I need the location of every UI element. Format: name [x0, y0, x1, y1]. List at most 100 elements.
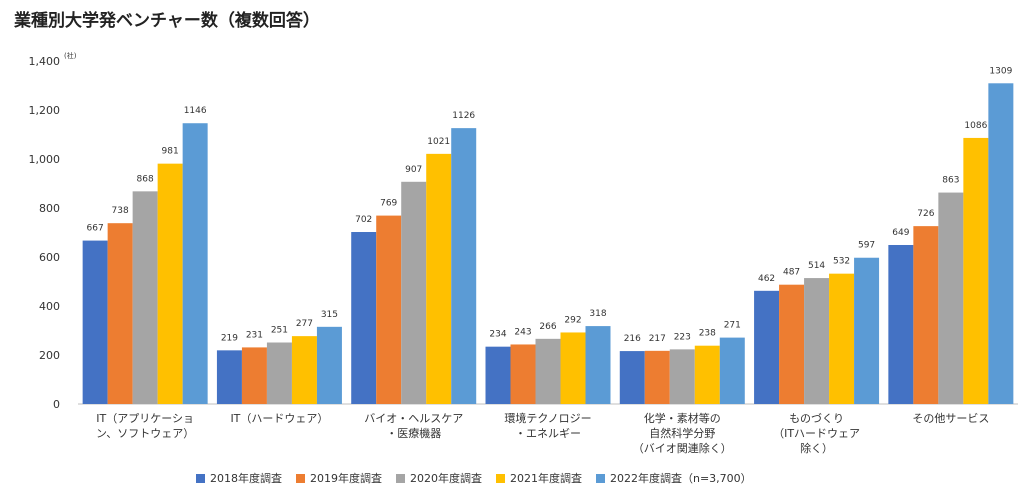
bar — [182, 123, 208, 404]
legend-swatch — [496, 473, 505, 483]
x-tick-label: バイオ・ヘルスケア — [364, 412, 463, 425]
x-tick-label: （ITハードウェア — [773, 427, 860, 440]
data-label: 223 — [674, 332, 691, 342]
legend-label: 2020年度調査 — [410, 472, 482, 485]
x-tick-label: IT（ハードウェア） — [230, 412, 328, 425]
y-tick-label: 800 — [39, 202, 60, 215]
bar — [829, 273, 855, 404]
y-tick-label: 1,200 — [29, 104, 61, 117]
data-label: 216 — [624, 334, 641, 344]
bar — [316, 326, 342, 404]
data-label: 231 — [246, 330, 263, 340]
bar — [804, 278, 830, 404]
bar — [216, 350, 242, 404]
data-label: 462 — [758, 274, 775, 284]
data-label: 1021 — [427, 137, 450, 147]
bar-chart: 0 200 400 600 800 1,000 1,200 1,400 (社) 667 738 868… — [29, 51, 1018, 455]
legend-swatch — [396, 473, 405, 483]
data-label: 251 — [271, 326, 288, 336]
y-tick-label: 600 — [39, 251, 60, 264]
bar — [963, 137, 989, 404]
data-label: 292 — [564, 315, 581, 325]
bar — [854, 257, 880, 404]
x-tick-label: 自然科学分野 — [649, 426, 715, 440]
data-label: 702 — [355, 215, 372, 225]
bar — [619, 351, 645, 404]
bar — [426, 153, 452, 404]
legend-item: 2021年度調査 — [496, 470, 582, 486]
bar — [938, 192, 964, 404]
data-label: 1086 — [964, 121, 987, 131]
data-label: 863 — [942, 176, 959, 186]
y-unit-label: (社) — [64, 51, 77, 60]
bar — [669, 349, 695, 404]
data-label: 315 — [321, 310, 338, 320]
bar — [644, 350, 670, 404]
x-tick-label: IT（アプリケーショ — [96, 412, 194, 425]
data-label: 487 — [783, 268, 800, 278]
legend-item: 2020年度調査 — [396, 470, 482, 486]
bar — [585, 326, 611, 404]
data-label: 238 — [699, 329, 716, 339]
x-tick-label: 化学・素材等の — [644, 411, 721, 425]
bar — [888, 244, 914, 404]
data-label: 868 — [137, 174, 154, 184]
legend-label: 2022年度調査（n=3,700） — [610, 472, 752, 485]
bar — [510, 344, 536, 404]
y-tick-label: 0 — [53, 398, 60, 411]
data-label: 649 — [892, 228, 909, 238]
y-tick-label: 1,400 — [29, 55, 61, 68]
data-label: 219 — [221, 333, 238, 343]
data-label: 907 — [405, 165, 422, 175]
data-label: 514 — [808, 261, 825, 271]
bar — [754, 290, 780, 404]
data-label: 738 — [112, 206, 129, 216]
x-tick-label: （バイオ関連除く） — [633, 441, 732, 455]
chart-title: 業種別大学発ベンチャー数（複数回答） — [14, 11, 320, 31]
y-tick-label: 1,000 — [29, 153, 61, 166]
x-tick-label: 除く） — [800, 441, 833, 455]
legend-label: 2021年度調査 — [510, 472, 582, 485]
legend: 2018年度調査 2019年度調査 2020年度調査 2021年度調査 2022年度調査… — [196, 470, 752, 486]
bar — [485, 346, 511, 404]
x-tick-label: ン、ソフトウェア） — [96, 427, 194, 440]
legend-swatch — [196, 473, 205, 483]
x-tick-label: 環境テクノロジー — [504, 411, 591, 425]
bar — [401, 181, 427, 404]
data-label: 1146 — [184, 106, 207, 116]
bar — [107, 223, 133, 404]
x-tick-label: ものづくり — [789, 412, 844, 425]
x-tick-label: ・エネルギー — [515, 427, 581, 440]
data-label: 271 — [724, 321, 741, 331]
data-label: 667 — [87, 224, 104, 234]
bar — [988, 83, 1014, 405]
x-tick-label: その他サービス — [912, 412, 989, 425]
data-label: 277 — [296, 319, 313, 329]
legend-label: 2019年度調査 — [310, 472, 382, 485]
legend-label: 2018年度調査 — [210, 472, 282, 485]
bar — [560, 332, 586, 404]
data-label: 769 — [380, 199, 397, 209]
data-label: 243 — [514, 327, 531, 337]
data-label: 266 — [539, 322, 556, 332]
bar — [291, 336, 317, 404]
legend-item: 2022年度調査（n=3,700） — [596, 470, 752, 486]
y-tick-label: 400 — [39, 300, 60, 313]
bar — [241, 347, 267, 404]
y-tick-label: 200 — [39, 349, 60, 362]
legend-item: 2019年度調査 — [296, 470, 382, 486]
bar — [913, 226, 939, 404]
bar — [719, 337, 745, 404]
bar — [266, 342, 292, 404]
data-label: 532 — [833, 257, 850, 267]
bar — [157, 163, 183, 404]
bar — [376, 215, 402, 404]
bar — [779, 284, 805, 404]
data-label: 1126 — [452, 111, 475, 121]
data-label: 981 — [162, 147, 179, 157]
x-tick-label: ・医療機器 — [386, 426, 441, 440]
legend-swatch — [596, 473, 605, 483]
data-label: 1309 — [989, 66, 1012, 76]
bar — [82, 240, 108, 404]
data-label: 726 — [917, 209, 934, 219]
